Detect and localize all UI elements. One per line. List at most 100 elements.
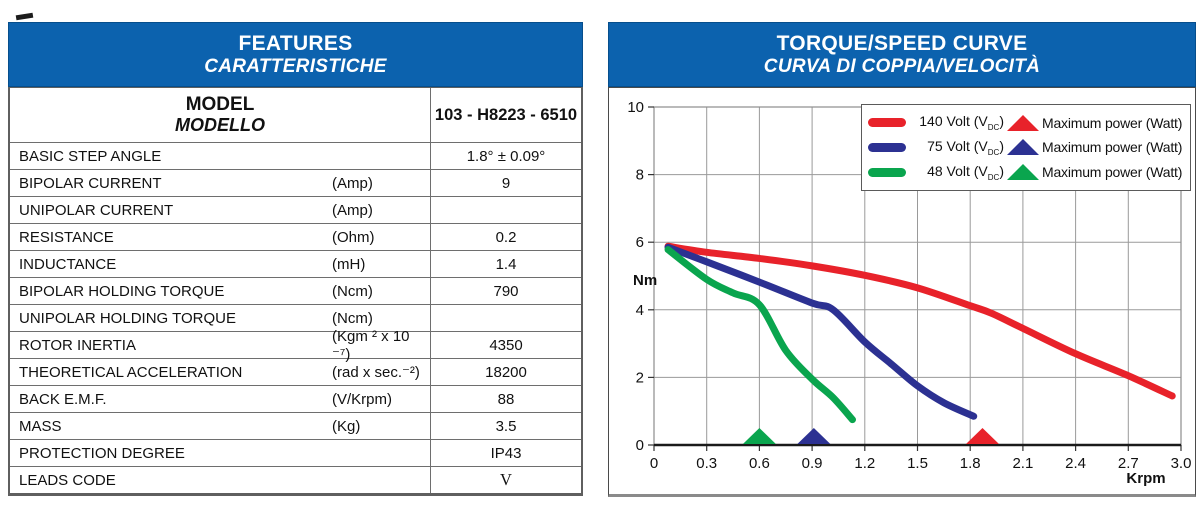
max-power-triangle-icon (1007, 114, 1039, 131)
svg-text:0.9: 0.9 (802, 455, 823, 472)
svg-text:0.3: 0.3 (696, 455, 717, 472)
row-label: LEADS CODE (19, 471, 116, 489)
table-row: MASS (Kg) 3.5 (10, 412, 581, 439)
table-row: INDUCTANCE (mH) 1.4 (10, 250, 581, 277)
max-power-label: Maximum power (Watt) (1042, 114, 1183, 131)
row-unit: (Amp) (332, 201, 373, 219)
row-unit: (Kgm ² x 10 ⁻⁷) (332, 327, 410, 363)
legend-item: 48 Volt (VDC) Maximum power (Watt) (868, 163, 1184, 182)
features-panel: FEATURES CARATTERISTICHE MODEL MODELLO 1… (8, 22, 583, 496)
row-unit: (V/Krpm) (332, 390, 392, 408)
row-label: UNIPOLAR HOLDING TORQUE (19, 309, 236, 327)
max-power-label: Maximum power (Watt) (1042, 139, 1183, 156)
row-label: ROTOR INERTIA (19, 336, 136, 354)
svg-text:8: 8 (636, 167, 644, 184)
torque-curve (664, 246, 857, 424)
row-label: BASIC STEP ANGLE (19, 147, 162, 165)
max-power-label: Maximum power (Watt) (1042, 164, 1183, 181)
features-title: FEATURES (238, 32, 353, 56)
max-power-marker (965, 428, 999, 444)
row-value (430, 305, 581, 331)
row-label: THEORETICAL ACCELERATION (19, 363, 243, 381)
row-unit: (mH) (332, 255, 366, 273)
table-row: BIPOLAR CURRENT (Amp) 9 (10, 169, 581, 196)
svg-text:4: 4 (636, 302, 644, 319)
row-label-cell: UNIPOLAR CURRENT (Amp) (10, 197, 430, 223)
row-value: 4350 (430, 332, 581, 358)
row-label: PROTECTION DEGREE (19, 444, 185, 462)
legend-item: 75 Volt (VDC) Maximum power (Watt) (868, 138, 1184, 157)
row-value: 9 (430, 170, 581, 196)
row-label: BACK E.M.F. (19, 390, 107, 408)
row-label-cell: RESISTANCE (Ohm) (10, 224, 430, 250)
table-row: UNIPOLAR HOLDING TORQUE (Ncm) (10, 304, 581, 331)
svg-text:0.6: 0.6 (749, 455, 770, 472)
legend-item: 140 Volt (VDC) Maximum power (Watt) (868, 113, 1184, 132)
row-label-cell: INDUCTANCE (mH) (10, 251, 430, 277)
table-row: THEORETICAL ACCELERATION (rad x sec.⁻²) 18… (10, 358, 581, 385)
max-power-markers-group (742, 428, 999, 444)
row-label: INDUCTANCE (19, 255, 117, 273)
row-label-cell: LEADS CODE (10, 467, 430, 493)
row-label: BIPOLAR HOLDING TORQUE (19, 282, 225, 300)
chart-title: TORQUE/SPEED CURVE (776, 32, 1028, 56)
row-unit: (Ncm) (332, 309, 373, 327)
row-unit: (Ohm) (332, 228, 375, 246)
svg-text:10: 10 (627, 99, 644, 116)
voltage-label: 140 Volt (VDC) (919, 113, 1004, 132)
svg-text:3.0: 3.0 (1171, 455, 1192, 472)
svg-text:2.7: 2.7 (1118, 455, 1139, 472)
row-label-cell: BIPOLAR CURRENT (Amp) (10, 170, 430, 196)
features-header: FEATURES CARATTERISTICHE (8, 22, 583, 87)
row-label-cell: UNIPOLAR HOLDING TORQUE (Ncm) (10, 305, 430, 331)
x-axis-label: Krpm (1126, 470, 1165, 487)
svg-text:1.2: 1.2 (854, 455, 875, 472)
torque-header: TORQUE/SPEED CURVE CURVA DI COPPIA/VELOC… (608, 22, 1196, 87)
row-label-cell: BASIC STEP ANGLE (10, 143, 430, 169)
row-label-cell: ROTOR INERTIA (Kgm ² x 10 ⁻⁷) (10, 327, 430, 363)
row-label: MASS (19, 417, 62, 435)
spec-rows: BASIC STEP ANGLE 1.8° ± 0.09° BIPOLAR CURR… (10, 142, 581, 493)
svg-text:6: 6 (636, 234, 644, 251)
svg-text:1.5: 1.5 (907, 455, 928, 472)
table-row: BACK E.M.F. (V/Krpm) 88 (10, 385, 581, 412)
svg-text:0: 0 (650, 455, 658, 472)
row-label: RESISTANCE (19, 228, 114, 246)
torque-curve (664, 243, 978, 420)
chart-legend: 140 Volt (VDC) Maximum power (Watt) 75 Vol… (861, 104, 1191, 191)
tick-labels-group: 0 0.3 0.6 0.9 1.2 1.5 1.8 2.1 2.4 2.7 3.0 0 2 4 6 8 10 (627, 99, 1191, 472)
torque-panel: TORQUE/SPEED CURVE CURVA DI COPPIA/VELOC… (608, 22, 1196, 497)
table-row: PROTECTION DEGREE IP43 (10, 439, 581, 466)
svg-text:2.1: 2.1 (1012, 455, 1033, 472)
row-label-cell: MASS (Kg) (10, 413, 430, 439)
model-label-en: MODEL (185, 93, 255, 115)
row-label: BIPOLAR CURRENT (19, 174, 162, 192)
max-power-triangle-icon (1007, 139, 1039, 156)
row-value: 88 (430, 386, 581, 412)
table-row: LEADS CODE V (10, 466, 581, 493)
torque-curve (664, 242, 1176, 400)
voltage-label: 48 Volt (VDC) (927, 163, 1004, 182)
row-value (430, 197, 581, 223)
row-value: 790 (430, 278, 581, 304)
max-power-marker (797, 428, 831, 444)
y-axis-label: Nm (633, 272, 657, 289)
row-value: IP43 (430, 440, 581, 466)
row-value: 1.4 (430, 251, 581, 277)
spec-table: MODEL MODELLO 103 - H8223 - 6510 BASIC S… (8, 87, 583, 496)
row-value: V (430, 467, 581, 493)
scan-artifact (15, 12, 34, 21)
curves-group (664, 242, 1176, 424)
table-row: BIPOLAR HOLDING TORQUE (Ncm) 790 (10, 277, 581, 304)
voltage-label: 75 Volt (VDC) (927, 138, 1004, 157)
model-label-it: MODELLO (175, 114, 265, 135)
svg-text:1.8: 1.8 (960, 455, 981, 472)
legend-line-swatch (868, 118, 906, 128)
row-label-cell: PROTECTION DEGREE (10, 440, 430, 466)
max-power-triangle-icon (1007, 164, 1039, 181)
legend-line-swatch (868, 142, 906, 152)
row-unit: (Kg) (332, 417, 361, 435)
table-row: UNIPOLAR CURRENT (Amp) (10, 196, 581, 223)
table-row: BASIC STEP ANGLE 1.8° ± 0.09° (10, 142, 581, 169)
